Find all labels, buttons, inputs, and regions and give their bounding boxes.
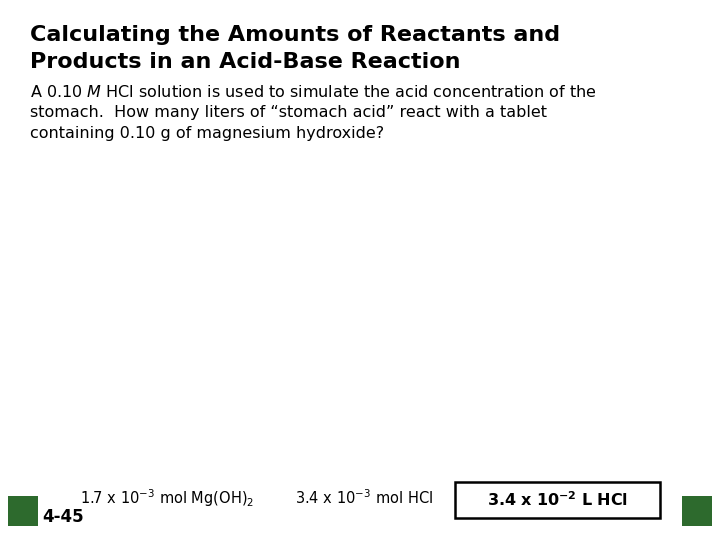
Text: stomach.  How many liters of “stomach acid” react with a tablet: stomach. How many liters of “stomach aci…	[30, 105, 547, 120]
Text: A 0.10 $\it{M}$ HCl solution is used to simulate the acid concentration of the: A 0.10 $\it{M}$ HCl solution is used to …	[30, 84, 597, 100]
Text: Products in an Acid-Base Reaction: Products in an Acid-Base Reaction	[30, 52, 461, 72]
FancyBboxPatch shape	[8, 496, 38, 526]
FancyBboxPatch shape	[455, 482, 660, 518]
Text: 4-45: 4-45	[42, 508, 84, 526]
FancyBboxPatch shape	[682, 496, 712, 526]
Text: $\bf{3.4\ x\ 10^{-2}\ L\ HCl}$: $\bf{3.4\ x\ 10^{-2}\ L\ HCl}$	[487, 491, 628, 509]
Text: 1.7 x 10$^{-3}$ mol Mg(OH)$_2$: 1.7 x 10$^{-3}$ mol Mg(OH)$_2$	[80, 487, 254, 509]
Text: 3.4 x 10$^{-3}$ mol HCl: 3.4 x 10$^{-3}$ mol HCl	[295, 489, 433, 508]
Text: Calculating the Amounts of Reactants and: Calculating the Amounts of Reactants and	[30, 25, 560, 45]
Text: containing 0.10 g of magnesium hydroxide?: containing 0.10 g of magnesium hydroxide…	[30, 126, 384, 141]
